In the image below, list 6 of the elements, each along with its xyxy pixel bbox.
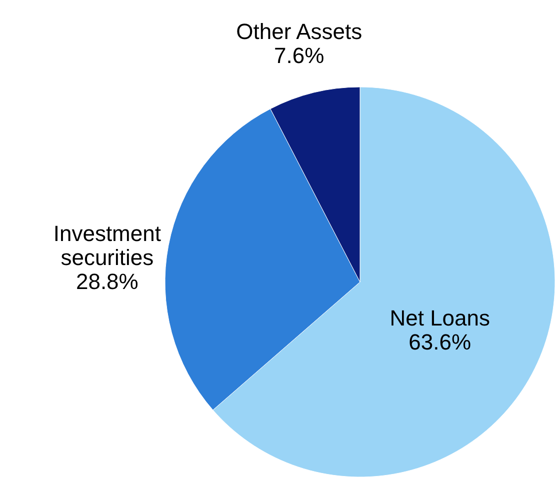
data-label: 7.6% [274,42,324,68]
data-label: 63.6% [408,329,472,354]
slice-label: Net Loans [390,305,490,330]
data-label: 28.8% [76,268,138,294]
slice-label: Other Assets [236,18,362,44]
slice-label: Investment securities [53,220,161,270]
